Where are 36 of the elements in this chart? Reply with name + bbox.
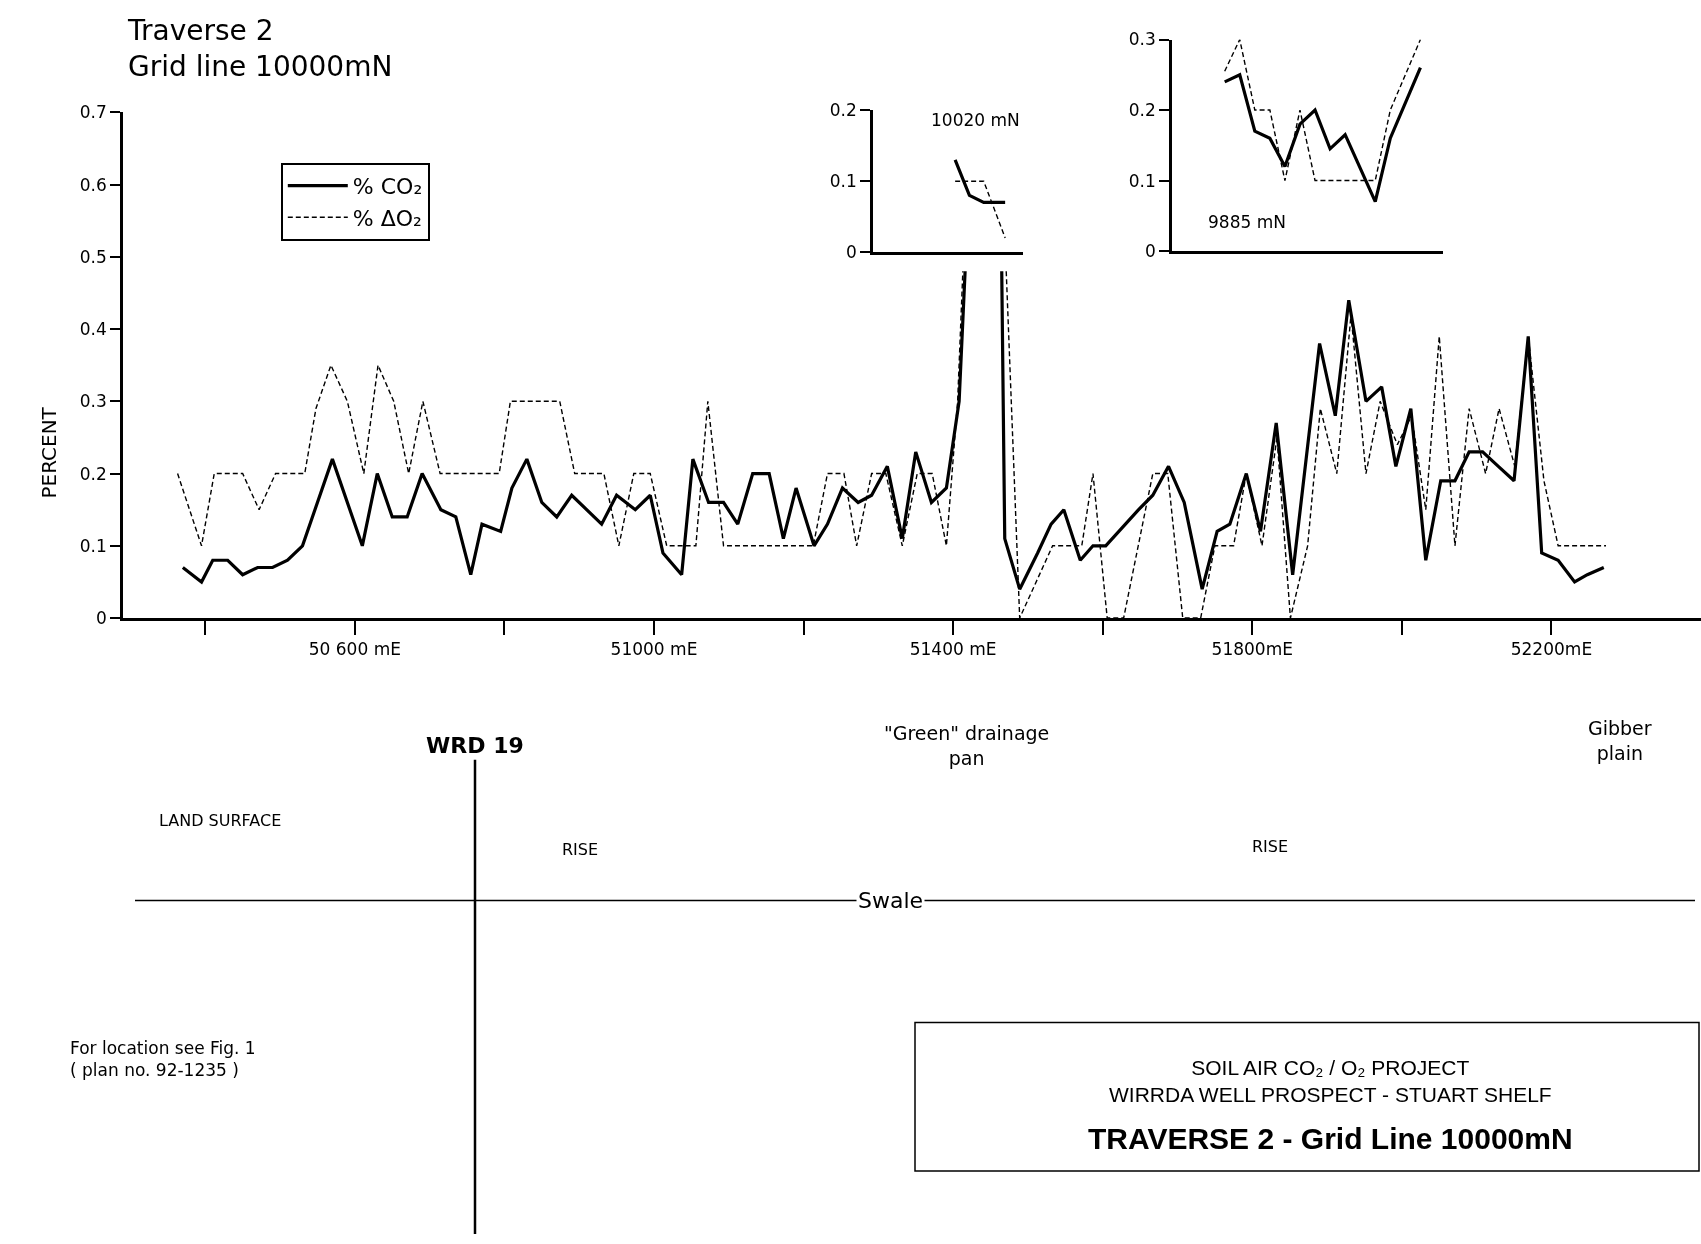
text: LAND SURFACE [159, 811, 282, 830]
text: RISE [1252, 837, 1289, 856]
x-tick-label: 52200mE [1510, 639, 1593, 660]
y-tick-label: 0.5 [79, 246, 107, 267]
y-tick-label: 0.2 [1128, 99, 1156, 120]
text: RISE [562, 840, 599, 859]
x-tick-label: 51000 mE [610, 639, 698, 660]
y-tick-label: 0.1 [829, 171, 857, 192]
legend-label: % CO₂ [352, 174, 423, 200]
text: Gibber plain [1588, 717, 1652, 764]
text: For location see Fig. 1 ( plan no. 92-1235 ) [70, 1038, 256, 1081]
text: 9885 mN [1208, 212, 1286, 232]
legend-label: % ΔO₂ [352, 205, 422, 231]
y-axis-title: PERCENT [37, 406, 62, 499]
y-tick-label: 0 [96, 608, 107, 629]
y-tick-label: 0.2 [79, 463, 107, 484]
x-tick-label: 50 600 mE [308, 639, 401, 660]
text: TRAVERSE 2 - Grid Line 10000mN [1088, 1122, 1573, 1155]
text: SOIL AIR CO₂ / O₂ PROJECT WIRRDA WELL PROSPECT - STUART SHELF [1109, 1056, 1552, 1107]
y-tick-label: 0.3 [1128, 29, 1156, 50]
x-tick-label: 51400 mE [909, 639, 997, 660]
y-tick-label: 0.1 [1128, 170, 1156, 191]
y-tick-label: 0 [1145, 241, 1156, 262]
y-tick-label: 0.4 [79, 319, 107, 340]
chart-title: Traverse 2 Grid line 10000mN [127, 14, 393, 84]
y-tick-label: 0.3 [79, 391, 107, 412]
y-tick-label: 0.2 [829, 100, 857, 121]
y-tick-label: 0.1 [79, 535, 107, 556]
y-tick-label: 0.7 [79, 102, 107, 123]
text: Swale [858, 888, 924, 913]
chart-title: 10020 mN [931, 110, 1020, 130]
y-tick-label: 0.6 [79, 174, 107, 195]
y-tick-label: 0 [846, 241, 857, 262]
text: WRD 19 [426, 733, 524, 758]
text: "Green" drainage pan [884, 722, 1050, 769]
x-tick-label: 51800mE [1211, 639, 1293, 660]
